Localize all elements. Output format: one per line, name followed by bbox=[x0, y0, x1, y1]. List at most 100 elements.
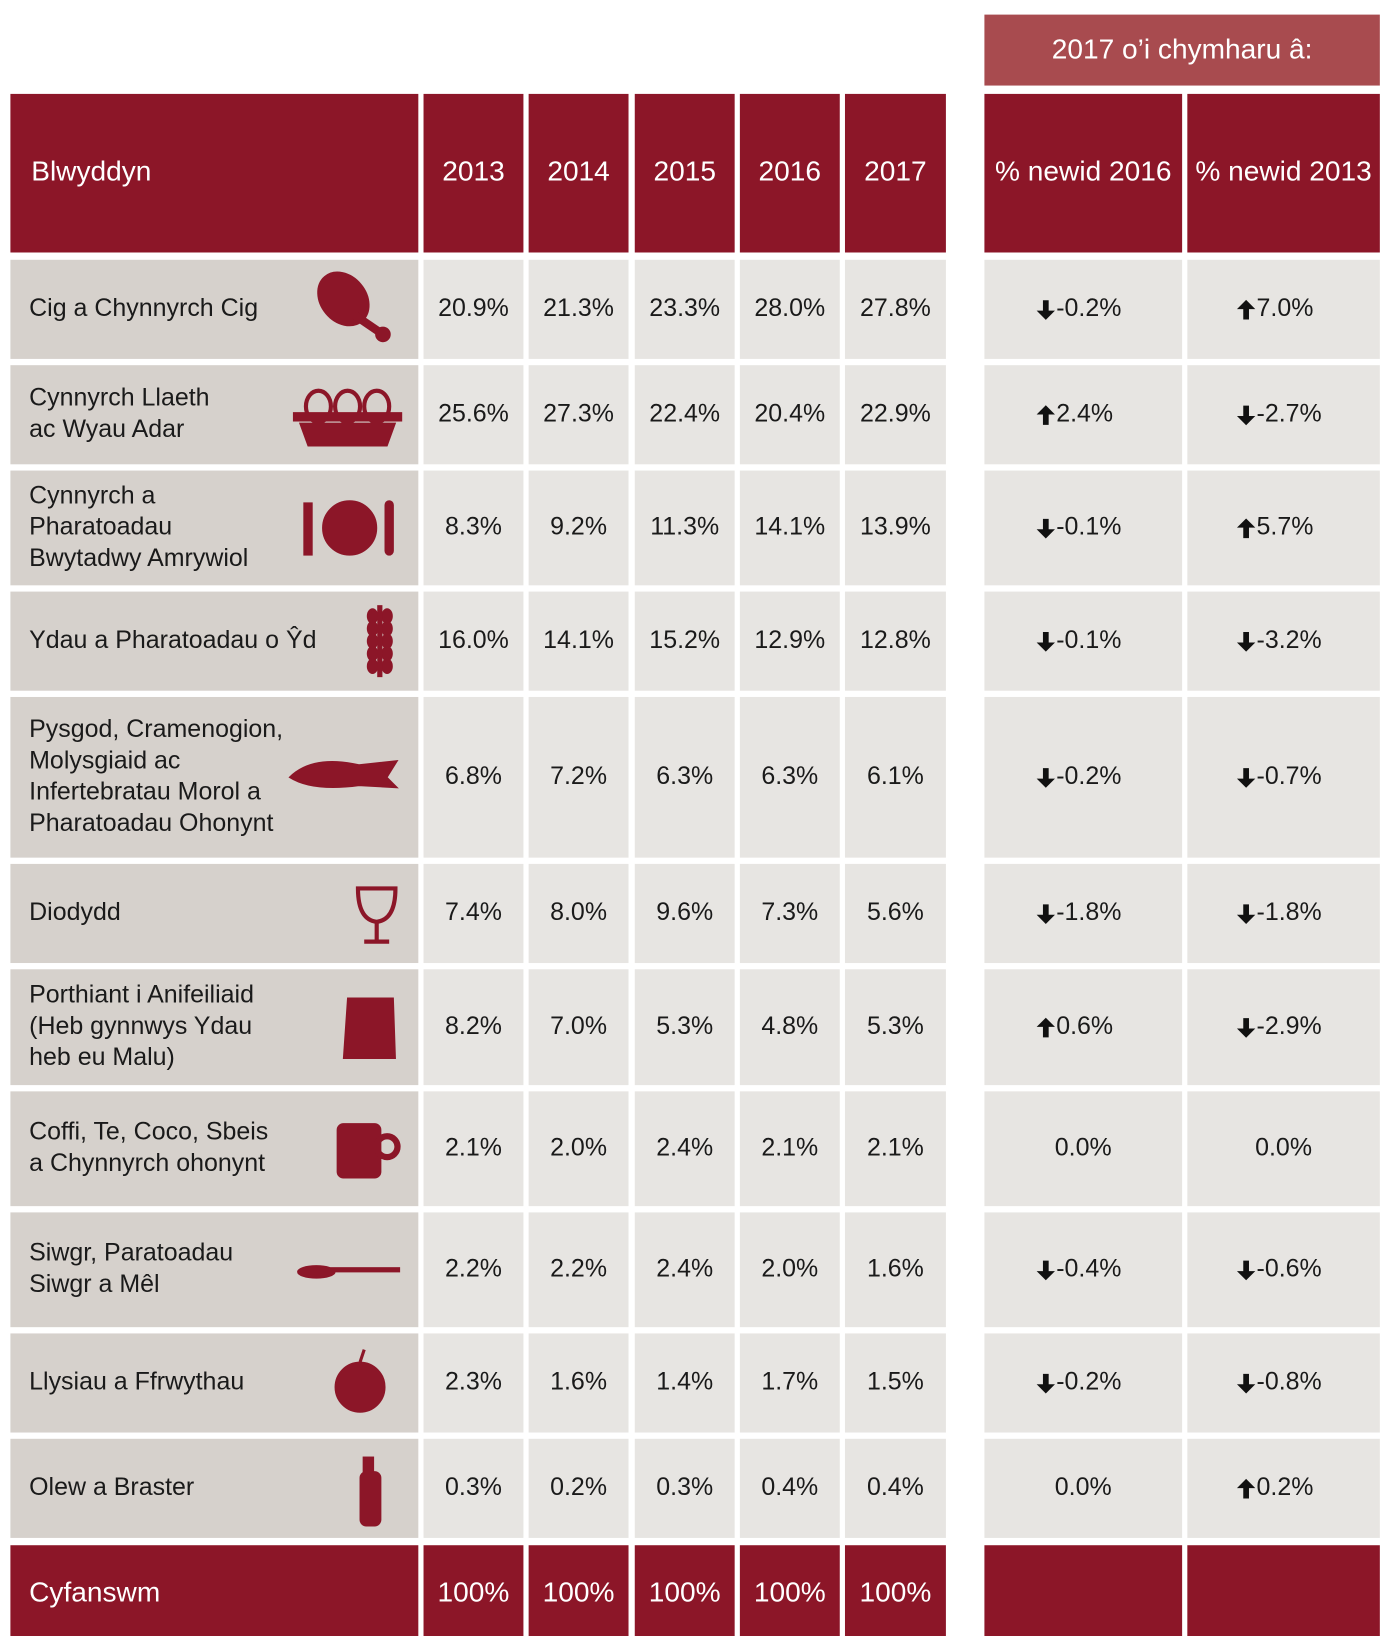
value: 6.8% bbox=[445, 762, 502, 790]
cell bbox=[423, 863, 524, 964]
arrow-down bbox=[1036, 518, 1055, 539]
total-cell bbox=[739, 1545, 840, 1636]
total-cell bbox=[634, 1545, 735, 1636]
header-cell bbox=[984, 93, 1183, 253]
cell bbox=[528, 1091, 629, 1207]
header-change: % newid 2013 bbox=[1195, 156, 1371, 187]
value: 9.6% bbox=[656, 898, 713, 926]
header-cell bbox=[10, 93, 419, 253]
value: 20.9% bbox=[438, 294, 509, 322]
value: 28.0% bbox=[754, 294, 825, 322]
change: -3.2% bbox=[1257, 626, 1322, 654]
change: -0.2% bbox=[1056, 1368, 1121, 1396]
cell bbox=[1187, 1333, 1380, 1433]
value: 5.3% bbox=[656, 1012, 713, 1040]
cell bbox=[634, 1438, 735, 1538]
header-cell bbox=[1187, 93, 1380, 253]
value: 5.3% bbox=[867, 1012, 924, 1040]
row-label: Ydau a Pharatoadau o Ŷd bbox=[29, 625, 316, 654]
change: -2.9% bbox=[1257, 1012, 1322, 1040]
change: 0.0% bbox=[1055, 1133, 1112, 1161]
cell bbox=[1187, 1091, 1380, 1207]
icon bbox=[359, 1456, 382, 1527]
value: 2.3% bbox=[445, 1368, 502, 1396]
value: 13.9% bbox=[860, 513, 931, 541]
cell bbox=[528, 863, 629, 964]
icon-shape bbox=[377, 605, 383, 678]
change: 0.0% bbox=[1055, 1473, 1112, 1501]
arrow-up bbox=[1236, 1478, 1256, 1499]
icon bbox=[342, 997, 396, 1060]
cell bbox=[1187, 696, 1380, 858]
value: 0.4% bbox=[867, 1473, 924, 1501]
row-label: Cynnyrch a bbox=[29, 481, 155, 509]
total-value: 100% bbox=[543, 1577, 615, 1608]
header-year: 2013 bbox=[442, 156, 504, 187]
change: -0.4% bbox=[1056, 1254, 1121, 1282]
icon-shape bbox=[373, 1133, 401, 1161]
cell bbox=[634, 470, 735, 586]
value: 7.3% bbox=[761, 898, 818, 926]
value: 1.6% bbox=[550, 1368, 607, 1396]
value: 7.0% bbox=[550, 1012, 607, 1040]
arrow-up bbox=[1236, 299, 1256, 320]
value: 23.3% bbox=[649, 294, 720, 322]
icon bbox=[336, 1123, 401, 1179]
cell bbox=[1187, 591, 1380, 691]
cell bbox=[423, 1212, 524, 1328]
icon bbox=[288, 759, 399, 789]
row-label: heb eu Malu) bbox=[29, 1043, 175, 1071]
icon-shape bbox=[322, 500, 378, 556]
icon-shape bbox=[298, 422, 397, 447]
value: 2.2% bbox=[445, 1254, 502, 1282]
row-label: Cynnyrch Llaeth bbox=[29, 384, 209, 412]
cell bbox=[423, 696, 524, 858]
value: 2.0% bbox=[761, 1254, 818, 1282]
cell bbox=[984, 1438, 1183, 1538]
arrow-down bbox=[1236, 1018, 1256, 1038]
cell bbox=[984, 365, 1183, 465]
change: 0.2% bbox=[1257, 1473, 1314, 1501]
cell bbox=[1187, 1212, 1380, 1328]
value: 22.9% bbox=[860, 399, 931, 427]
cell bbox=[984, 1091, 1183, 1207]
value: 0.2% bbox=[550, 1473, 607, 1501]
header-year: 2015 bbox=[653, 156, 715, 187]
arrow-up bbox=[1036, 1017, 1055, 1038]
value: 12.8% bbox=[860, 626, 931, 654]
cell bbox=[844, 863, 946, 964]
value: 8.2% bbox=[445, 1012, 502, 1040]
arrow-up bbox=[1036, 405, 1055, 425]
total-label: Cyfanswm bbox=[29, 1577, 160, 1608]
value: 25.6% bbox=[438, 399, 509, 427]
change: 2.4% bbox=[1056, 399, 1113, 427]
change: -0.2% bbox=[1056, 762, 1121, 790]
total-value: 100% bbox=[649, 1577, 721, 1608]
value: 6.3% bbox=[656, 762, 713, 790]
cell bbox=[844, 1333, 946, 1433]
cell bbox=[423, 1091, 524, 1207]
cell bbox=[739, 696, 840, 858]
value: 2.2% bbox=[550, 1254, 607, 1282]
arrow-up bbox=[1236, 518, 1256, 539]
arrow-down bbox=[1236, 904, 1256, 924]
cell bbox=[634, 696, 735, 858]
icon-shape bbox=[375, 326, 391, 343]
cell bbox=[423, 1438, 524, 1538]
value: 20.4% bbox=[754, 399, 825, 427]
row-label: Olew a Braster bbox=[29, 1473, 194, 1501]
cell bbox=[739, 1333, 840, 1433]
row-label: Diodydd bbox=[29, 898, 121, 926]
total-cell bbox=[984, 1545, 1183, 1636]
row-label: Cig a Chynnyrch Cig bbox=[29, 294, 258, 322]
icon bbox=[292, 388, 403, 447]
total-cell bbox=[844, 1545, 946, 1636]
cell bbox=[423, 591, 524, 691]
icon-shape bbox=[355, 886, 398, 924]
value: 2.1% bbox=[445, 1133, 502, 1161]
header-year: 2014 bbox=[547, 156, 609, 187]
value: 12.9% bbox=[754, 626, 825, 654]
cell bbox=[634, 1212, 735, 1328]
icon-shape bbox=[342, 997, 396, 1060]
icon-shape bbox=[288, 759, 399, 789]
